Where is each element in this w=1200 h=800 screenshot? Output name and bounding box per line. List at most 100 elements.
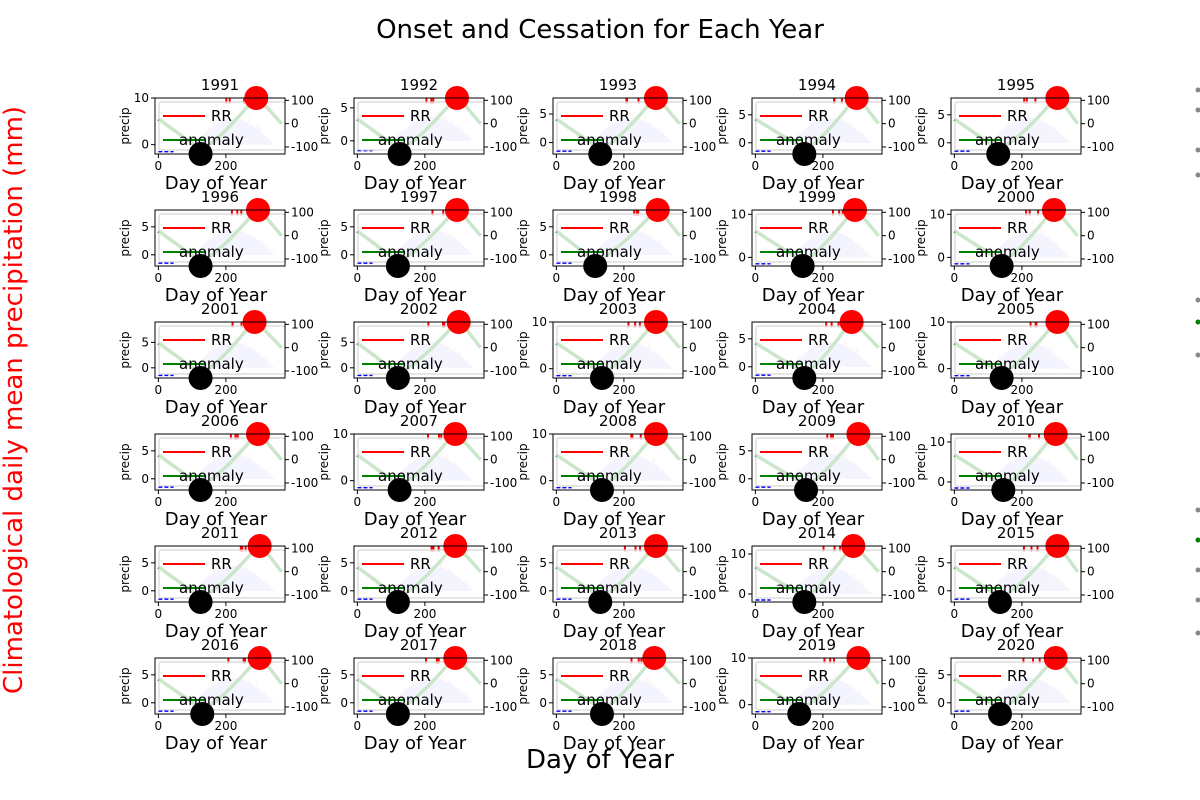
- y-tick-label: 5: [937, 108, 945, 122]
- x-tick-label: 200: [612, 495, 635, 509]
- legend-frame: [158, 437, 285, 487]
- x-tick-label: 200: [811, 383, 834, 397]
- x-tick-label: 0: [951, 383, 959, 397]
- panel-title: 1992: [400, 76, 438, 94]
- legend-rr-label: RR: [808, 331, 829, 349]
- panel-title: 2005: [997, 300, 1035, 318]
- x-tick-label: 0: [951, 159, 959, 173]
- x-tick-label: 0: [752, 159, 760, 173]
- y-tick-label: 5: [141, 444, 149, 458]
- y-tick-label: 5: [141, 335, 149, 349]
- y2-tick-label: 100: [291, 205, 314, 219]
- panel-x-label: Day of Year: [165, 285, 268, 306]
- y-tick-label: 0: [937, 250, 945, 264]
- y-tick-label: 0: [738, 136, 746, 150]
- y2-tick-label: 0: [291, 229, 299, 243]
- legend-rr-label: RR: [211, 107, 232, 125]
- y-tick-label: 0: [141, 248, 149, 262]
- y2-tick-label: 100: [1087, 317, 1110, 331]
- x-tick-label: 200: [413, 271, 436, 285]
- y-tick-label: 10: [532, 427, 547, 441]
- y2-tick-label: -100: [291, 476, 318, 490]
- legend-frame: [357, 325, 484, 375]
- y2-tick-label: 0: [689, 229, 697, 243]
- legend-anomaly-label: anomaly: [179, 355, 244, 373]
- axes-frame: [353, 209, 485, 267]
- y2-tick-label: 0: [490, 453, 498, 467]
- panel-y-label: precip: [516, 443, 530, 480]
- panel-2001: RR anomaly 2001 0 200 0 5 -100 0 100 precip Day of …: [118, 300, 318, 418]
- axes-frame: [751, 321, 883, 379]
- axes-frame: [552, 209, 684, 267]
- y2-tick-label: -100: [490, 252, 517, 266]
- y2-tick-label: 0: [1087, 341, 1095, 355]
- panel-y-label: precip: [118, 443, 132, 480]
- legend-frame: [556, 325, 683, 375]
- y-tick-label: 0: [738, 360, 746, 374]
- panel-title: 1993: [599, 76, 637, 94]
- legend-rr-label: RR: [410, 107, 431, 125]
- x-tick-label: 0: [354, 383, 362, 397]
- x-tick-label: 0: [752, 271, 760, 285]
- legend-anomaly-label: anomaly: [378, 243, 443, 261]
- legend-anomaly-label: anomaly: [577, 355, 642, 373]
- x-tick-label: 200: [1010, 383, 1033, 397]
- panel-x-label: Day of Year: [762, 285, 865, 306]
- y-tick-label: 10: [134, 91, 149, 105]
- legend-frame: [357, 437, 484, 487]
- panel-title: 2002: [400, 300, 438, 318]
- y2-tick-label: 100: [291, 93, 314, 107]
- legend-rr-label: RR: [1007, 331, 1028, 349]
- panel-title: 2007: [400, 412, 438, 430]
- x-tick-label: 0: [553, 271, 561, 285]
- y-tick-label: 0: [340, 474, 348, 488]
- panel-1991: RR anomaly 1991 0 200 0 10 -100 0 100 precip Day of…: [118, 76, 318, 194]
- y2-tick-label: 100: [888, 317, 911, 331]
- panel-title: 1997: [400, 188, 438, 206]
- panel-title: 1991: [201, 76, 239, 94]
- y2-tick-label: 0: [490, 229, 498, 243]
- legend-rr-label: RR: [211, 331, 232, 349]
- panel-x-label: Day of Year: [165, 509, 268, 530]
- y2-tick-label: 0: [490, 341, 498, 355]
- x-tick-label: 0: [155, 271, 163, 285]
- y-tick-label: 0: [539, 362, 547, 376]
- panel-2002: RR anomaly 2002 0 200 0 5 -100 0 100 precip Day of …: [317, 300, 517, 418]
- panel-title: 1995: [997, 76, 1035, 94]
- panel-x-label: Day of Year: [563, 397, 666, 418]
- y2-tick-label: -100: [1087, 140, 1114, 154]
- y2-tick-label: 100: [490, 429, 513, 443]
- y2-tick-label: -100: [291, 364, 318, 378]
- panel-x-label: Day of Year: [961, 397, 1064, 418]
- x-tick-label: 0: [951, 271, 959, 285]
- panel-y-label: precip: [516, 107, 530, 144]
- panel-title: 2006: [201, 412, 239, 430]
- y2-tick-label: 0: [888, 341, 896, 355]
- y2-tick-label: -100: [888, 140, 915, 154]
- y2-tick-label: -100: [490, 364, 517, 378]
- x-tick-label: 0: [155, 383, 163, 397]
- legend-frame: [556, 213, 683, 263]
- axes-frame: [353, 321, 485, 379]
- figure-title: Onset and Cessation for Each Year: [376, 15, 824, 45]
- legend-frame: [755, 325, 882, 375]
- x-tick-label: 0: [553, 159, 561, 173]
- panel-x-label: Day of Year: [364, 285, 467, 306]
- y2-tick-label: 100: [689, 93, 712, 107]
- x-tick-label: 200: [214, 159, 237, 173]
- y-tick-label: 0: [141, 361, 149, 375]
- y-tick-label: 5: [738, 108, 746, 122]
